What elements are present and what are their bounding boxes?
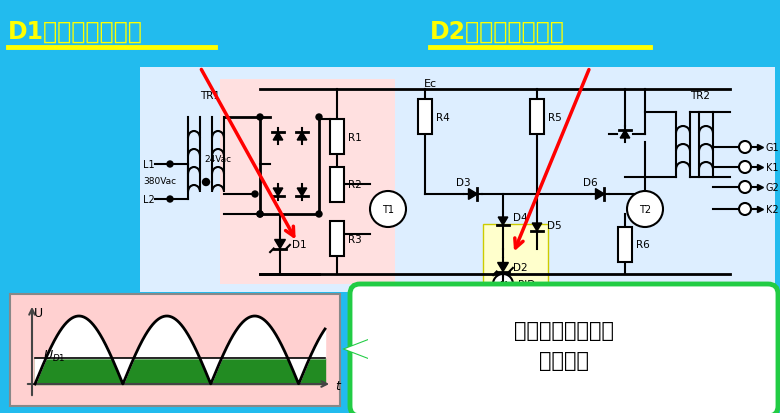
Text: G1: G1 <box>766 142 780 153</box>
Text: D3: D3 <box>456 178 470 188</box>
Text: R4: R4 <box>436 113 450 123</box>
Polygon shape <box>297 189 307 197</box>
Text: Ec: Ec <box>424 79 437 89</box>
Text: U: U <box>34 306 43 319</box>
Circle shape <box>739 161 751 173</box>
Bar <box>483 224 548 324</box>
Circle shape <box>257 211 263 218</box>
Text: D2也是稳压二极管: D2也是稳压二极管 <box>430 20 565 44</box>
Circle shape <box>316 115 322 121</box>
Circle shape <box>370 192 406 228</box>
Text: 380Vac: 380Vac <box>143 177 176 186</box>
Circle shape <box>739 142 751 154</box>
Circle shape <box>316 211 322 218</box>
Polygon shape <box>498 218 508 225</box>
Text: D4: D4 <box>513 212 527 223</box>
Text: T1: T1 <box>382 204 394 214</box>
Circle shape <box>493 274 513 294</box>
Bar <box>330 120 344 154</box>
Text: R2: R2 <box>348 180 362 190</box>
Circle shape <box>203 179 210 186</box>
Bar <box>10 294 340 406</box>
FancyBboxPatch shape <box>350 284 778 413</box>
Bar <box>330 168 344 202</box>
Bar <box>618 228 632 262</box>
Text: R1: R1 <box>348 133 362 142</box>
Polygon shape <box>620 131 629 139</box>
Text: D1: D1 <box>292 240 307 249</box>
Bar <box>330 221 344 256</box>
Polygon shape <box>532 223 542 231</box>
Text: G2: G2 <box>766 183 780 192</box>
Circle shape <box>167 161 173 168</box>
Text: R6: R6 <box>636 240 650 249</box>
Text: $U_{D1}$: $U_{D1}$ <box>43 348 66 363</box>
Circle shape <box>167 197 173 202</box>
Text: 24Vac: 24Vac <box>204 155 232 164</box>
Polygon shape <box>273 133 283 141</box>
Circle shape <box>257 211 263 218</box>
Polygon shape <box>273 189 283 197</box>
Text: PID: PID <box>518 279 535 289</box>
Text: D6: D6 <box>583 178 597 188</box>
Circle shape <box>627 192 663 228</box>
Polygon shape <box>297 133 307 141</box>
Text: 稳压二极管两端的
电压波形: 稳压二极管两端的 电压波形 <box>514 320 614 370</box>
Polygon shape <box>345 339 371 359</box>
Text: R5: R5 <box>548 113 562 123</box>
Bar <box>418 100 432 135</box>
Bar <box>140 68 775 292</box>
Text: T2: T2 <box>639 204 651 214</box>
Polygon shape <box>342 339 368 359</box>
Polygon shape <box>498 263 509 272</box>
Text: D5: D5 <box>547 221 562 230</box>
Text: D1就是稳压二极管: D1就是稳压二极管 <box>8 20 143 44</box>
Text: K1: K1 <box>766 163 778 173</box>
Circle shape <box>739 182 751 194</box>
Polygon shape <box>595 189 604 200</box>
Text: R3: R3 <box>348 235 362 244</box>
Text: L2: L2 <box>143 195 154 204</box>
Polygon shape <box>275 240 285 249</box>
Text: TR1: TR1 <box>200 91 220 101</box>
Circle shape <box>739 204 751 216</box>
Bar <box>220 80 395 284</box>
Text: L1: L1 <box>143 159 154 170</box>
Text: D2: D2 <box>513 262 527 272</box>
Text: TR2: TR2 <box>690 91 710 101</box>
Circle shape <box>252 192 258 197</box>
Text: K2: K2 <box>766 204 778 214</box>
Text: t: t <box>335 380 340 392</box>
Text: M: M <box>499 280 507 289</box>
Polygon shape <box>469 189 477 200</box>
Circle shape <box>257 115 263 121</box>
Bar <box>530 100 544 135</box>
